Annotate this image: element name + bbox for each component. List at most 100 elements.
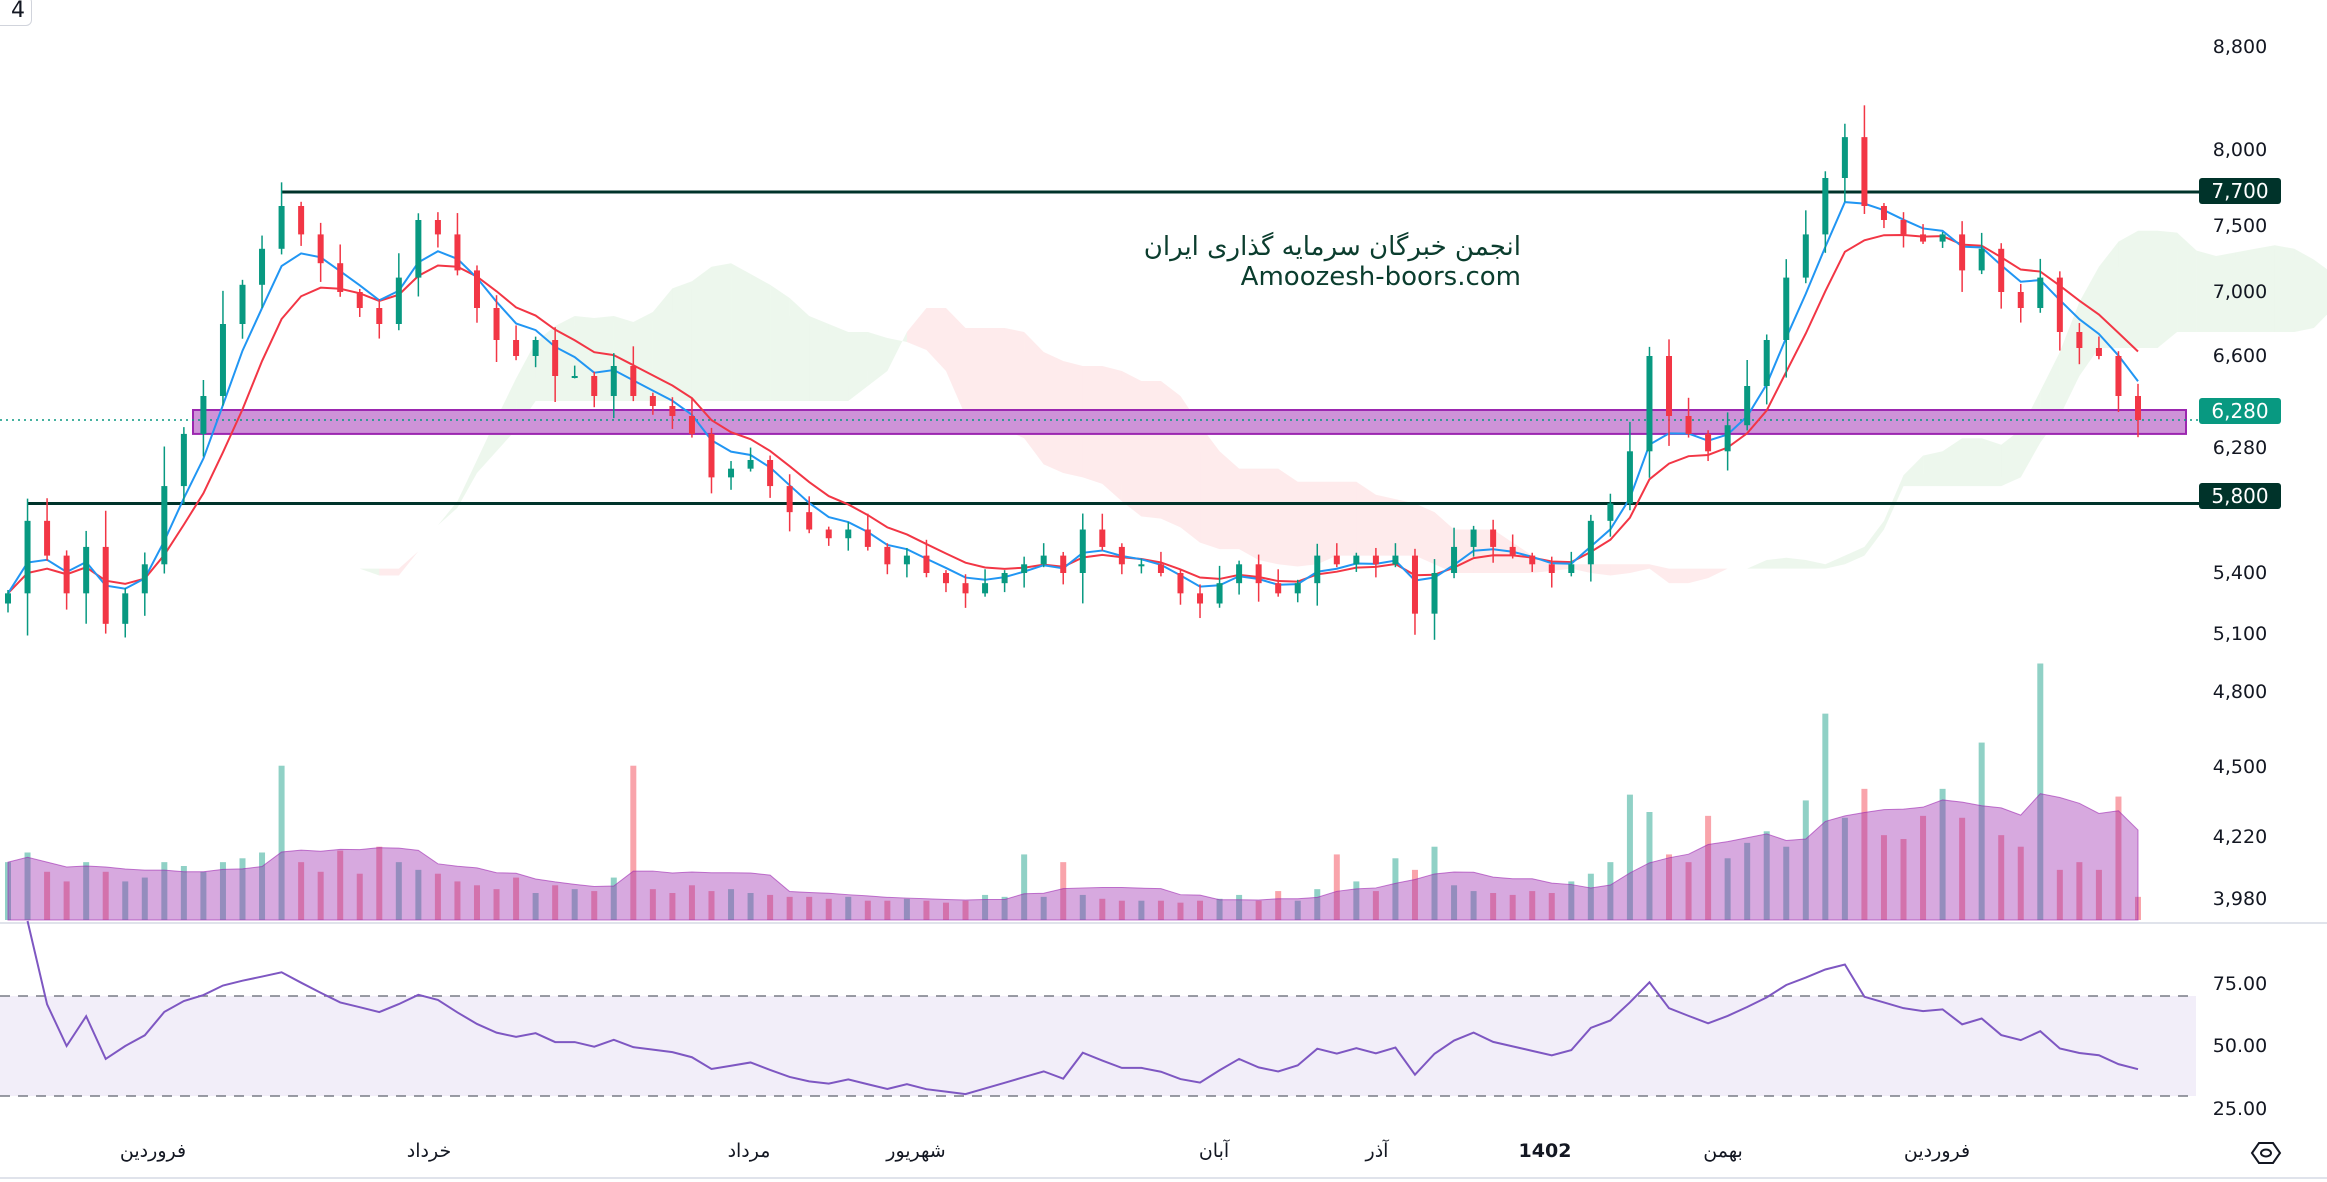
candle-body <box>1372 555 1379 565</box>
volume-bar <box>102 871 109 920</box>
price-tick-label: 6,600 <box>2212 345 2268 367</box>
candle-body <box>1587 520 1594 565</box>
hexagon-settings-icon[interactable] <box>2250 1140 2282 1166</box>
candle-body <box>747 459 754 469</box>
volume-ma-area <box>7 793 2139 921</box>
volume-bar <box>513 877 520 920</box>
cloud-segment <box>1024 332 1044 465</box>
cloud-segment <box>926 308 946 371</box>
volume-bar <box>1138 900 1145 920</box>
price-tick-label: 8,000 <box>2212 139 2268 161</box>
volume-bar <box>337 850 344 920</box>
volume-bar <box>1587 873 1594 920</box>
rsi-band <box>0 996 2196 1096</box>
candle-body <box>395 277 402 324</box>
candle-body <box>1666 356 1673 416</box>
candle-body <box>1060 555 1067 573</box>
cloud-segment <box>359 568 380 576</box>
candle-body <box>24 520 31 594</box>
interval-button[interactable]: 4 <box>0 0 32 26</box>
volume-bar <box>1724 858 1731 920</box>
cloud-segment <box>1669 568 1689 584</box>
candle-body <box>884 546 891 565</box>
rsi-tick-label: 75.00 <box>2212 973 2268 995</box>
candle-body <box>1021 564 1028 573</box>
volume-bar <box>1509 894 1516 920</box>
candle-body <box>688 416 695 434</box>
candle-body <box>317 234 324 264</box>
time-tick-label: آذر <box>1365 1140 1389 1162</box>
price-tick-label: 7,500 <box>2212 215 2268 237</box>
volume-bar <box>1939 788 1946 920</box>
volume-bar <box>1099 898 1106 920</box>
cloud-segment <box>1512 542 1533 573</box>
candle-body <box>630 366 637 396</box>
candle-body <box>1705 433 1712 452</box>
candle-body <box>1392 555 1399 565</box>
watermark-persian: انجمن خبرگان سرمایه گذاری ایران <box>1143 232 1521 262</box>
volume-bar <box>1060 862 1067 920</box>
volume-bar <box>454 881 461 920</box>
level-badge-7700: 7,700 <box>2199 178 2281 204</box>
cloud-segment <box>2118 230 2138 348</box>
volume-bar <box>1998 835 2005 920</box>
volume-bar <box>1079 894 1086 920</box>
cloud-segment <box>340 555 360 569</box>
candle-body <box>1197 593 1204 604</box>
candle-body <box>1959 234 1966 271</box>
cloud-segment <box>2235 248 2256 332</box>
cloud-segment <box>1356 481 1376 556</box>
volume-bar <box>83 862 90 920</box>
cloud-segment <box>2294 248 2314 332</box>
candle-body <box>473 270 480 308</box>
cloud-segment <box>1160 381 1181 528</box>
cloud-segment <box>1258 468 1279 565</box>
candle-body <box>1900 220 1907 235</box>
candle-body <box>864 529 871 547</box>
cloud-segment <box>1473 529 1494 573</box>
cloud-segment <box>1532 555 1552 573</box>
volume-bar <box>1548 893 1555 920</box>
candle-body <box>591 376 598 396</box>
volume-bar <box>591 891 598 920</box>
volume-bar <box>1841 817 1848 920</box>
cloud-segment <box>1942 438 1963 487</box>
volume-bar <box>649 889 656 920</box>
candle-body <box>1157 564 1164 573</box>
cloud-segment <box>1962 438 1982 487</box>
cloud-segment <box>906 308 927 350</box>
volume-bar <box>864 900 871 920</box>
volume-bar <box>1021 854 1028 920</box>
volume-bar <box>552 885 559 920</box>
ema-fast-line <box>7 201 2139 594</box>
candle-body <box>669 406 676 416</box>
candle-body <box>180 433 187 487</box>
candle-body <box>1548 564 1555 573</box>
volume-bar <box>610 877 617 920</box>
volume-bars <box>5 663 2141 920</box>
candle-body <box>1177 573 1184 594</box>
cloud-segment <box>2274 245 2295 332</box>
volume-bar <box>806 896 813 920</box>
cloud-segment <box>945 308 966 416</box>
level-badge-5800: 5,800 <box>2199 483 2281 509</box>
candle-body <box>2115 356 2122 396</box>
volume-bar <box>1490 893 1497 920</box>
volume-bar <box>1920 815 1927 920</box>
volume-bar <box>845 896 852 920</box>
candle-body <box>1294 583 1301 594</box>
cloud-segment <box>1747 559 1767 569</box>
cloud-segment <box>828 324 849 401</box>
cloud-segment <box>574 316 595 401</box>
volume-bar <box>493 889 500 920</box>
cloud-segment <box>1923 451 1943 487</box>
volume-bar <box>2095 869 2102 920</box>
volume-bar <box>1431 846 1438 920</box>
volume-bar <box>278 765 285 920</box>
candle-body <box>1978 248 1985 271</box>
last-price-badge: 6,280 <box>2199 398 2281 424</box>
cloud-segment <box>2079 266 2099 376</box>
volume-bar <box>180 866 187 920</box>
volume-bar <box>141 877 148 920</box>
